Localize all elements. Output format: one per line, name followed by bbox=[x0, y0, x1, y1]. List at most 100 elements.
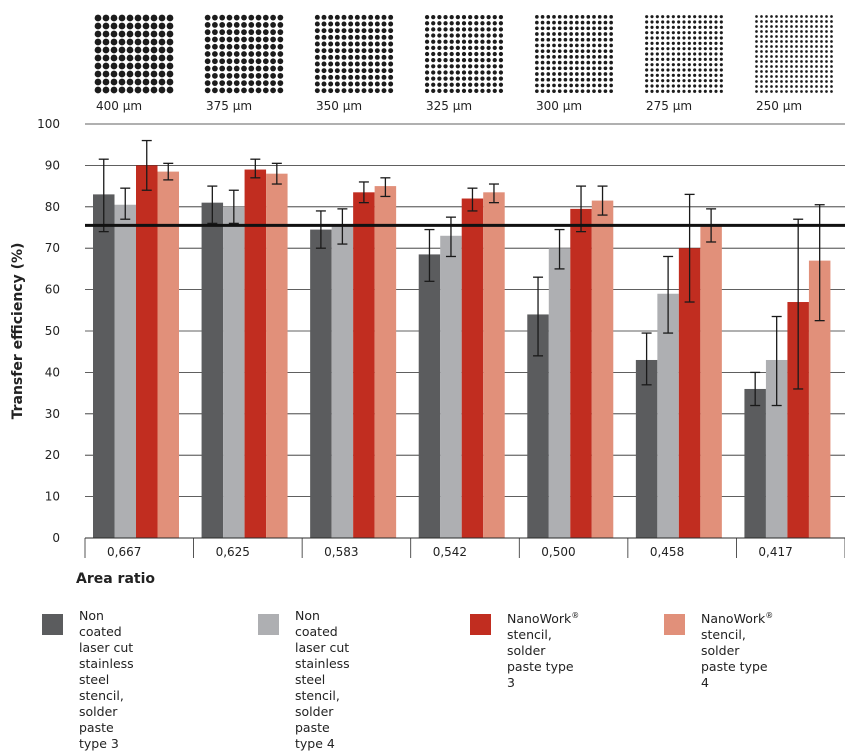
legend-label: NanoWork® stencil, solder paste type 4 bbox=[701, 611, 774, 691]
error-bar bbox=[641, 332, 652, 386]
aperture-dot-pattern bbox=[424, 14, 504, 94]
bar bbox=[461, 198, 484, 538]
x-tick-label: 0,583 bbox=[324, 545, 358, 559]
bar bbox=[93, 194, 115, 538]
bar bbox=[310, 229, 332, 538]
bar bbox=[201, 202, 224, 538]
legend-swatch bbox=[258, 614, 279, 635]
bar bbox=[548, 248, 571, 538]
aperture-label: 325 µm bbox=[426, 99, 472, 113]
legend-swatch bbox=[42, 614, 63, 635]
aperture-label: 400 µm bbox=[96, 99, 142, 113]
aperture-dot-pattern bbox=[645, 15, 723, 93]
error-bar bbox=[163, 162, 174, 181]
bar bbox=[157, 171, 179, 539]
error-bar bbox=[771, 315, 782, 407]
bar bbox=[244, 169, 267, 539]
x-axis-ticks: 0,667 0,625 0,583 0,542 0,500 0,458 0,417 bbox=[107, 545, 793, 559]
aperture-dot-pattern bbox=[94, 14, 174, 94]
error-bar bbox=[141, 139, 152, 191]
error-bar bbox=[424, 228, 435, 282]
x-tick-label: 0,667 bbox=[107, 545, 141, 559]
x-tick-label: 0,542 bbox=[433, 545, 467, 559]
aperture-label: 375 µm bbox=[206, 99, 252, 113]
aperture-dot-pattern bbox=[535, 15, 613, 93]
error-bar bbox=[120, 187, 131, 220]
error-bar bbox=[488, 183, 499, 204]
error-bar bbox=[750, 371, 761, 407]
y-tick-label: 50 bbox=[45, 324, 60, 338]
aperture-dot-pattern bbox=[204, 14, 284, 94]
y-tick-label: 100 bbox=[37, 117, 60, 131]
x-tick-label: 0,417 bbox=[758, 545, 792, 559]
x-tick-label: 0,625 bbox=[216, 545, 250, 559]
x-axis-title: Area ratio bbox=[76, 571, 155, 587]
y-tick-label: 40 bbox=[45, 365, 60, 379]
y-axis-title: Transfer efficiency (%) bbox=[10, 243, 26, 420]
aperture-dot-pattern bbox=[314, 14, 394, 94]
error-bar bbox=[207, 185, 218, 225]
bar bbox=[223, 206, 245, 539]
legend-label: Non coated laser cut stainless steel ste… bbox=[79, 608, 134, 751]
y-axis-ticks: 0 10 20 30 40 50 60 70 80 90 100 bbox=[37, 117, 60, 545]
bar bbox=[483, 192, 505, 538]
legend-label: NanoWork® stencil, solder paste type 3 bbox=[507, 611, 580, 691]
x-tick-label: 0,500 bbox=[541, 545, 575, 559]
bar bbox=[570, 208, 592, 538]
y-tick-label: 10 bbox=[45, 490, 60, 504]
bar bbox=[744, 388, 766, 538]
error-bars bbox=[98, 139, 825, 407]
y-tick-label: 20 bbox=[45, 448, 60, 462]
error-bar bbox=[554, 228, 565, 270]
aperture-label: 250 µm bbox=[756, 99, 802, 113]
error-bar bbox=[358, 181, 369, 204]
legend-label: Non coated laser cut stainless steel ste… bbox=[295, 608, 350, 751]
aperture-patterns: 400 µm 375 µm 350 µm 325 µm 300 µm 275 µm 250 … bbox=[94, 14, 833, 113]
x-tick-label: 0,458 bbox=[650, 545, 684, 559]
aperture-label: 350 µm bbox=[316, 99, 362, 113]
bar bbox=[266, 173, 288, 538]
error-bar bbox=[271, 162, 282, 185]
y-tick-label: 0 bbox=[52, 531, 60, 545]
bar bbox=[700, 225, 722, 538]
bar bbox=[591, 200, 614, 538]
aperture-dot-pattern bbox=[755, 15, 833, 93]
error-bar bbox=[228, 189, 239, 225]
bar bbox=[635, 359, 658, 538]
error-bar bbox=[793, 218, 804, 390]
aperture-label: 275 µm bbox=[646, 99, 692, 113]
bar bbox=[440, 235, 462, 538]
error-bar bbox=[380, 177, 391, 198]
bar bbox=[527, 314, 549, 538]
bar bbox=[136, 165, 158, 538]
y-tick-label: 70 bbox=[45, 241, 60, 255]
error-bar bbox=[98, 158, 109, 233]
legend: Non coated laser cut stainless steel ste… bbox=[0, 608, 845, 751]
error-bar bbox=[533, 276, 544, 357]
legend-swatch bbox=[470, 614, 491, 635]
bar bbox=[808, 260, 831, 538]
error-bar bbox=[467, 187, 478, 212]
error-bar bbox=[684, 193, 695, 303]
error-bar bbox=[315, 210, 326, 249]
bar bbox=[418, 254, 441, 538]
bar bbox=[114, 204, 136, 539]
error-bar bbox=[663, 255, 674, 334]
bar bbox=[765, 359, 788, 538]
y-tick-label: 30 bbox=[45, 407, 60, 421]
bar bbox=[657, 293, 679, 538]
bar bbox=[374, 186, 397, 538]
error-bar bbox=[597, 185, 608, 216]
bar bbox=[787, 302, 809, 538]
y-tick-label: 80 bbox=[45, 200, 60, 214]
transfer-efficiency-chart: 400 µm 375 µm 350 µm 325 µm 300 µm 275 µm 250 … bbox=[10, 14, 845, 587]
aperture-label: 300 µm bbox=[536, 99, 582, 113]
legend-swatch bbox=[664, 614, 685, 635]
y-tick-label: 90 bbox=[45, 158, 60, 172]
bar bbox=[678, 248, 701, 538]
error-bar bbox=[445, 216, 456, 258]
bar bbox=[353, 192, 375, 538]
bar-series bbox=[93, 165, 831, 539]
y-tick-label: 60 bbox=[45, 283, 60, 297]
error-bar bbox=[250, 158, 261, 179]
